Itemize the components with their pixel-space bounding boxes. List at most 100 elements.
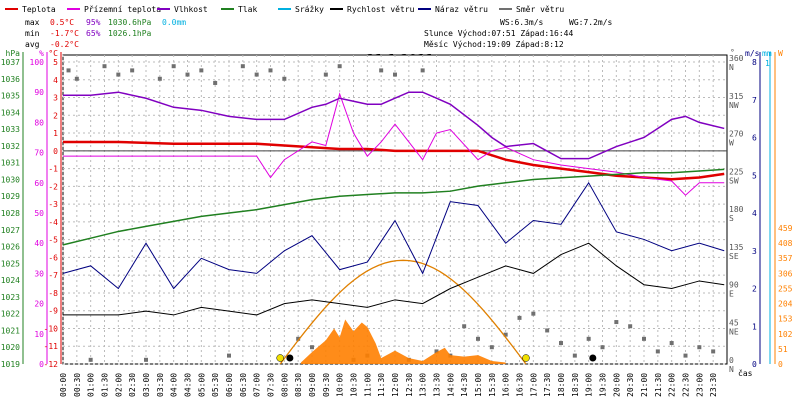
axis-tick-dir: 0 [729,356,734,365]
x-tick-label: 22:00 [668,373,677,397]
axis-tick-dir: 45 [729,318,739,327]
axis-tick-hum: 100 [30,58,45,67]
info-ws: WS:6.3m/s [500,18,544,27]
wind-direction-point [434,349,439,354]
wind-direction-point [628,324,633,329]
sun-arc [279,259,527,365]
wind-direction-point [268,68,273,73]
wind-direction-point [642,336,646,341]
axis-tick-press: 1027 [1,226,20,235]
wind-direction-point [572,353,577,358]
axis-tick-press: 1019 [1,360,20,369]
axis-tick-rad: 0 [778,360,783,369]
stat-max-press: 1030.6hPa [108,18,152,27]
axis-tick-press: 1036 [1,75,20,84]
wind-direction-point [489,345,494,350]
wind-direction-point [240,64,245,69]
x-tick-label: 11:00 [363,373,372,397]
x-tick-label: 15:00 [474,373,483,397]
axis-tick-rad: 306 [778,269,793,278]
wind-direction-point [545,328,550,333]
axis-tick-dir: 270 [729,130,744,139]
x-tick-label: 16:00 [502,373,511,397]
wind-direction-point [102,64,107,69]
axis-tick-temp: -8 [48,289,58,298]
axis-tick-hum: 90 [34,88,44,97]
info-moon: Měsíc Východ:19:09 Západ:8:12 [424,40,564,49]
axis-tick-wind: 4 [752,209,757,218]
x-tick-label: 02:00 [114,373,123,397]
axis-tick-press: 1026 [1,243,20,252]
axis-tick-wind: 6 [752,134,757,143]
axis-tick-temp: -12 [44,360,59,369]
axis-tick-temp: -6 [48,253,58,262]
axis-title-rain: mm [762,49,772,58]
series-line [63,242,725,316]
x-tick-label: 18:30 [571,373,580,397]
axis-tick-press: 1035 [1,92,20,101]
x-tick-label: 19:30 [599,373,608,397]
x-tick-label: 00:00 [59,373,68,397]
axis-tick-temp: -5 [48,236,58,245]
series-line [63,91,725,160]
wind-direction-point [531,311,536,316]
grid [62,55,727,365]
x-tick-label: 23:30 [709,373,718,397]
axis-tick-wind: 7 [752,96,757,105]
axis-title-temp: °C [48,49,58,58]
axis-tick-press: 1029 [1,192,20,201]
wind-direction-point [559,341,563,346]
series-line [63,140,725,181]
x-tick-label: 08:30 [294,373,303,397]
x-tick-label: 17:30 [543,373,552,397]
axis-tick-hum: 80 [34,118,44,127]
x-tick-label: 14:00 [446,373,455,397]
axis-tick-wind: 3 [752,247,757,256]
x-tick-label: 10:30 [350,373,359,397]
axis-tick-temp: 1 [53,129,58,138]
axis-tick-temp: 3 [53,94,58,103]
x-tick-label: 21:30 [654,373,663,397]
wind-direction-point [116,72,121,77]
x-tick-label: 16:30 [516,373,525,397]
wind-direction-point [74,76,79,81]
x-tick-label: 01:00 [87,373,96,397]
axis-name-dir: W [729,139,734,148]
axis-tick-rad: 255 [778,284,793,293]
wind-direction-point [130,68,135,73]
axis-tick-hum: 50 [34,209,44,218]
axis-tick-rad: 459 [778,224,793,233]
axis-tick-hum: 40 [34,239,44,248]
x-tick-label: 17:00 [529,373,538,397]
wind-direction-point [310,345,314,350]
x-tick-label: 20:30 [626,373,635,397]
axis-tick-wind: 1 [752,322,757,331]
axis-tick-hum: 10 [34,330,44,339]
axis-tick-press: 1024 [1,276,20,285]
x-tick-label: 19:00 [585,373,594,397]
x-tick-label: 09:30 [322,373,331,397]
axis-tick-dir: 360 [729,54,744,63]
x-tick-label: 15:30 [488,373,497,397]
legend-label: Směr větru [516,5,564,14]
x-tick-label: 13:30 [433,373,442,397]
wind-direction-point [683,353,688,358]
wind-direction-point [503,332,508,337]
legend-label: Přízemní teplota [84,5,161,14]
axis-tick-hum: 0 [39,360,44,369]
axis-tick-press: 1022 [1,310,20,319]
wind-direction-point [669,341,674,346]
axis-tick-press: 1025 [1,259,20,268]
wind-direction-point [337,64,342,69]
series-line [62,181,725,290]
axis-tick-temp: 4 [53,76,58,85]
stat-max-temp: 0.5°C [50,18,74,27]
wind-direction-point [517,315,522,320]
axis-tick-press: 1021 [1,326,20,335]
x-tick-label: 18:00 [557,373,566,397]
x-tick-label: 07:30 [267,373,276,397]
axis-tick-rad: 204 [778,300,793,309]
axis-tick-dir: 180 [729,205,744,214]
wind-direction-point [323,72,328,77]
